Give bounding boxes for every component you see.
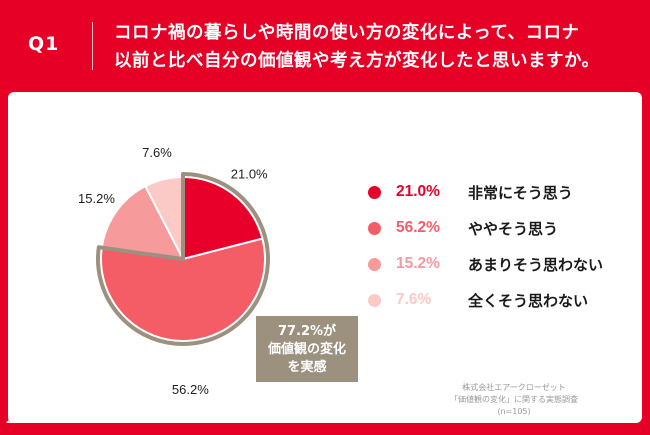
chart-panel: 21.0% 56.2% 15.2% 7.6% 77.2%が 価値観の変化 を実感 21… — [8, 92, 642, 423]
legend-value: 7.6% — [396, 291, 432, 308]
legend-value: 56.2% — [396, 219, 440, 236]
legend-marker — [368, 257, 381, 271]
legend-item: 56.2% ややそう思う — [368, 216, 638, 240]
question-line-2: 以前と比べ自分の価値観や考え方が変化したと思いますか。 — [114, 51, 600, 71]
question-number: Q1 — [28, 33, 60, 55]
legend-label: ややそう思う — [468, 219, 559, 238]
header-bar: Q1 コロナ禍の暮らしや時間の使い方の変化によって、コロナ 以前と比べ自分の価値… — [0, 0, 650, 92]
legend-marker — [368, 221, 381, 235]
callout-line-3: を実感 — [287, 359, 326, 375]
legend-label: 全くそう思わない — [468, 291, 589, 310]
callout-line-1: 77.2%が — [278, 323, 336, 339]
source-line-2: 「価値観の変化」に関する実態調査 — [450, 395, 578, 404]
source-line-1: 株式会社エアークローゼット — [462, 383, 566, 392]
pie-slice — [100, 237, 266, 342]
callout-line-2: 価値観の変化 — [267, 341, 346, 357]
pie-slice — [182, 175, 264, 261]
legend-marker — [368, 185, 381, 199]
callout-box: 77.2%が 価値観の変化 を実感 — [256, 316, 358, 382]
pie-chart: 21.0% 56.2% 15.2% 7.6% 77.2%が 価値観の変化 を実感 — [78, 145, 358, 397]
pie-slice — [100, 184, 185, 261]
legend-value: 21.0% — [396, 183, 440, 200]
question-line-1: コロナ禍の暮らしや時間の使い方の変化によって、コロナ — [114, 23, 580, 43]
header-divider — [92, 22, 93, 70]
slice-value-label: 21.0% — [231, 167, 268, 182]
logo-text: airCloset — [25, 410, 79, 425]
legend-label: あまりそう思わない — [468, 255, 604, 274]
hanger-icon — [6, 412, 22, 424]
slice-value-label: 7.6% — [142, 145, 172, 160]
legend-label: 非常にそう思う — [468, 183, 573, 202]
question-text: コロナ禍の暮らしや時間の使い方の変化によって、コロナ 以前と比べ自分の価値観や考… — [114, 19, 644, 75]
legend-item: 15.2% あまりそう思わない — [368, 252, 638, 276]
legend-marker — [368, 293, 381, 307]
slice-value-label: 56.2% — [172, 382, 209, 397]
legend-item: 7.6% 全くそう思わない — [368, 288, 638, 312]
slice-value-label: 15.2% — [78, 191, 115, 206]
legend-item: 21.0% 非常にそう思う — [368, 180, 638, 204]
source-note: 株式会社エアークローゼット 「価値観の変化」に関する実態調査 (n=105) — [404, 382, 624, 418]
legend-value: 15.2% — [396, 255, 440, 272]
brand-logo: airCloset — [6, 409, 78, 427]
highlight-outline — [96, 172, 270, 346]
source-line-3: (n=105) — [497, 407, 531, 416]
